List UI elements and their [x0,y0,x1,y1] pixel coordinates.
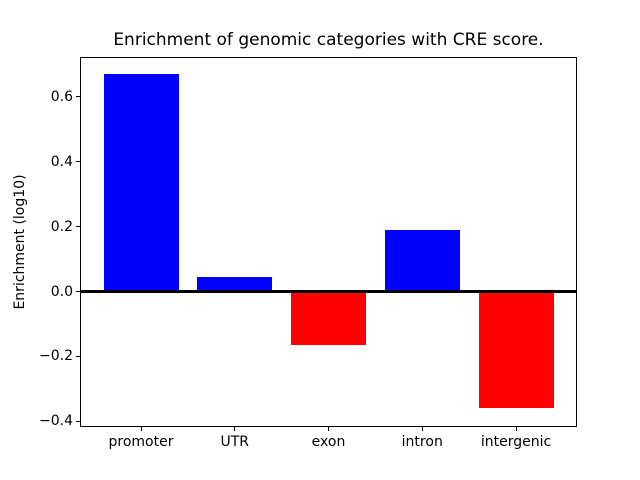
x-tick-label-promoter: promoter [108,434,174,450]
y-tick-label: 0.4 [50,153,73,170]
chart-title: Enrichment of genomic categories with CR… [113,30,544,50]
y-tick-mark [76,291,80,293]
y-tick-label: −0.4 [39,413,73,430]
bar-intergenic [478,291,554,409]
x-tick-mark [140,427,142,431]
x-tick-label-UTR: UTR [220,434,250,450]
bar-UTR [197,276,273,292]
y-tick-mark [76,96,80,98]
y-tick-mark [76,420,80,422]
x-tick-label-intron: intron [401,434,443,450]
y-tick-label: −0.2 [39,348,73,365]
zero-line [81,290,576,293]
y-tick-mark [76,355,80,357]
x-tick-label-intergenic: intergenic [480,434,552,450]
x-tick-mark [234,427,236,431]
x-tick-mark [328,427,329,431]
bar-intron [384,229,460,292]
x-tick-mark [515,427,517,431]
y-tick-mark [76,161,80,163]
x-tick-label-exon: exon [311,434,346,450]
x-tick-mark [421,427,423,431]
y-tick-mark [76,226,80,228]
y-tick-label: 0.0 [50,283,73,300]
y-tick-label: 0.6 [50,88,73,105]
bar-promoter [103,73,179,292]
bar-exon [291,291,366,346]
y-tick-label: 0.2 [50,218,73,235]
plot-area [80,57,577,427]
